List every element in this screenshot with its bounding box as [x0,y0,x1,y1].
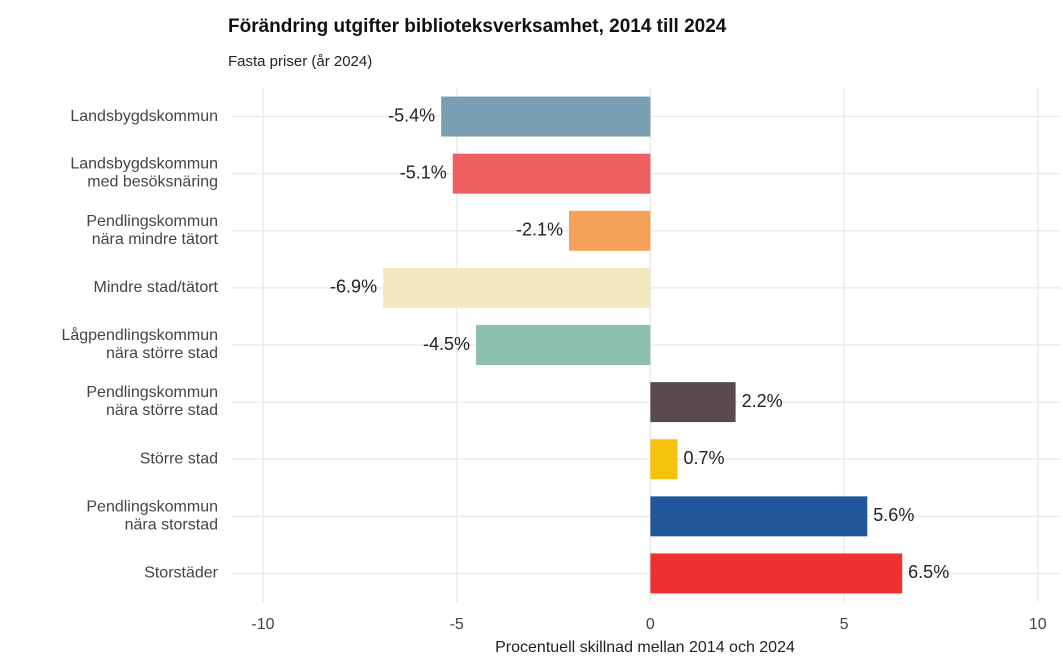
bar [441,96,651,137]
bar [650,382,736,423]
bar [650,439,678,480]
bar [569,210,651,251]
chart-title: Förändring utgifter biblioteksverksamhet… [228,16,727,37]
y-tick-label: Mindre stad/tätort [94,279,219,296]
bar [650,553,903,594]
y-tick-label: Storstäder [144,565,218,582]
data-label: -5.1% [400,162,447,182]
y-tick-label: Pendlingskommun nära mindre tätort [86,213,218,248]
x-tick-label: 10 [1029,616,1047,633]
data-label: -2.1% [516,220,563,240]
data-label: -6.9% [330,277,377,297]
bar [650,496,868,537]
y-tick-label: Landsbygdskommun [70,108,218,125]
y-tick-label: Pendlingskommun nära storstad [86,499,218,534]
data-label: -4.5% [423,334,470,354]
chart-subtitle: Fasta priser (år 2024) [228,53,372,70]
y-tick-label: Landsbygdskommun med besöksnäring [70,156,218,191]
y-tick-label: Pendlingskommun nära större stad [86,384,218,419]
bar [476,325,651,365]
data-label: 5.6% [873,505,914,525]
x-tick-label: -10 [251,616,274,633]
y-tick-label: Större stad [140,450,218,467]
y-tick-label: Lågpendlingskommun nära större stad [61,326,218,362]
x-axis-label: Procentuell skillnad mellan 2014 och 202… [495,639,795,656]
x-tick-label: 5 [840,616,849,633]
data-label: 0.7% [683,448,724,468]
data-label: 6.5% [908,562,949,582]
data-label: -5.4% [388,105,435,125]
x-tick-label: 0 [646,616,655,633]
data-label: 2.2% [742,391,783,411]
bar [383,267,651,308]
x-tick-label: -5 [450,616,464,633]
bar [452,153,651,194]
